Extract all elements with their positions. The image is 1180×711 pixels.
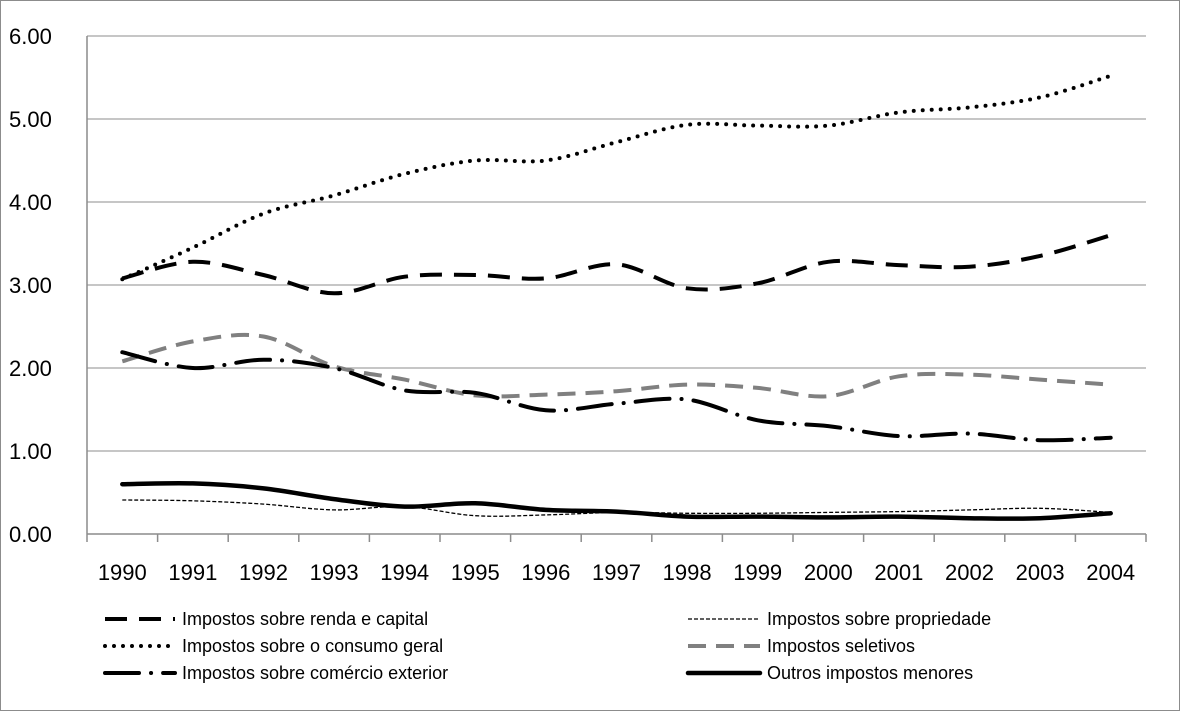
series-lines [120, 73, 1113, 521]
x-tick-label: 2001 [874, 560, 923, 585]
y-tick-label: 6.00 [9, 24, 52, 49]
axes [86, 36, 1147, 542]
legend-label: Outros impostos menores [767, 663, 973, 683]
y-tick-label: 4.00 [9, 190, 52, 215]
legend-label: Impostos sobre o consumo geral [182, 636, 443, 656]
x-tick-label: 1992 [239, 560, 288, 585]
legend: Impostos sobre renda e capital Impostos s… [103, 609, 991, 683]
x-tick-label: 2000 [804, 560, 853, 585]
tick-labels: 0.00 1.00 2.00 3.00 4.00 5.00 6.00 1990 1991 1992… [9, 24, 1135, 585]
y-tick-label: 1.00 [9, 439, 52, 464]
x-tick-label: 1993 [310, 560, 359, 585]
x-tick-label: 2002 [945, 560, 994, 585]
series-line-4 [121, 332, 1111, 399]
legend-label: Impostos sobre renda e capital [182, 609, 428, 629]
y-tick-label: 2.00 [9, 356, 52, 381]
gridlines [87, 35, 1146, 452]
x-tick-label: 1999 [733, 560, 782, 585]
legend-label: Impostos sobre propriedade [767, 609, 991, 629]
x-tick-label: 1994 [380, 560, 429, 585]
x-tick-label: 1996 [521, 560, 570, 585]
x-tick-label: 2004 [1086, 560, 1135, 585]
y-tick-label: 5.00 [9, 107, 52, 132]
x-tick-label: 1995 [451, 560, 500, 585]
legend-label: Impostos sobre comércio exterior [182, 663, 448, 683]
y-tick-label: 0.00 [9, 522, 52, 547]
x-tick-label: 1991 [168, 560, 217, 585]
series-line-3 [120, 73, 1113, 282]
x-tick-label: 2003 [1016, 560, 1065, 585]
x-tick-label: 1998 [663, 560, 712, 585]
x-tick-label: 1990 [98, 560, 147, 585]
series-line-6 [120, 480, 1113, 521]
series-line-5 [120, 350, 1113, 443]
legend-label: Impostos seletivos [767, 636, 915, 656]
x-tick-label: 1997 [592, 560, 641, 585]
y-tick-label: 3.00 [9, 273, 52, 298]
